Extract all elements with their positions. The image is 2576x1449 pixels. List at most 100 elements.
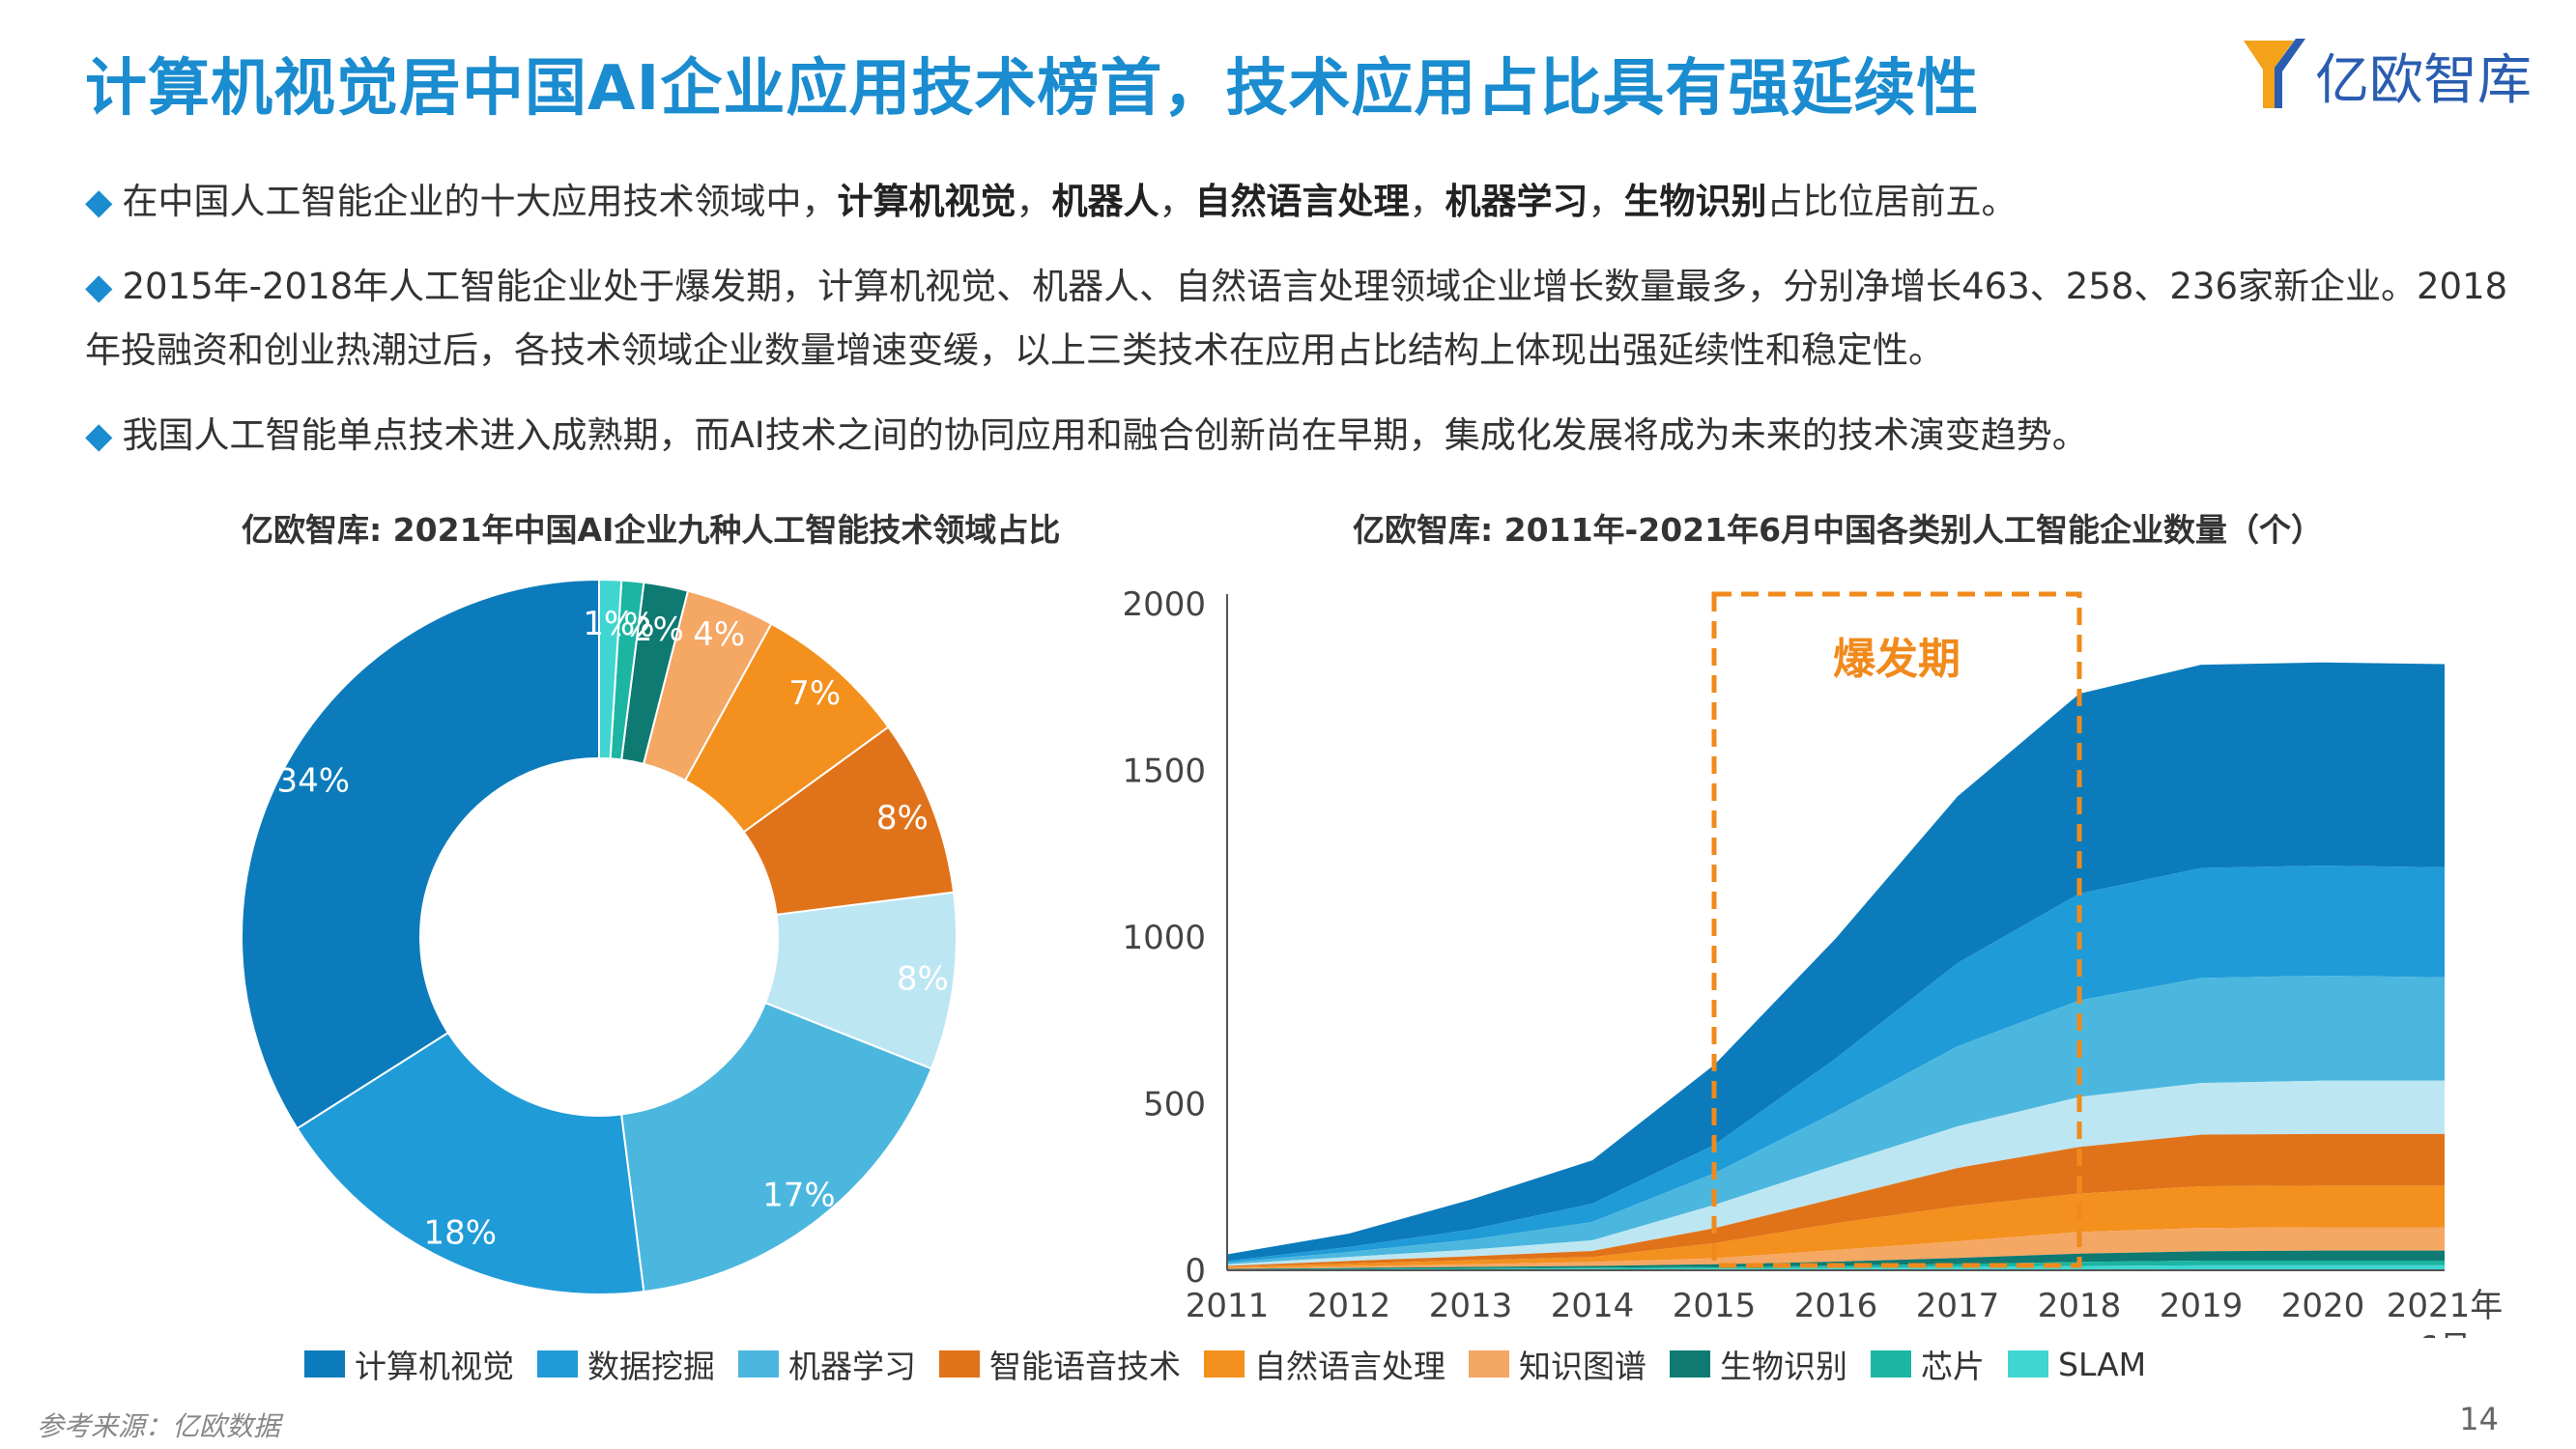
source-note: 参考来源：亿欧数据	[37, 1410, 281, 1442]
burst-period-box	[1711, 591, 2082, 1268]
chart-legend: 计算机视觉 数据挖掘 机器学习 智能语音技术 自然语言处理 知识图谱 生物识别 芯片 SLAM	[304, 1341, 2169, 1387]
legend-swatch	[537, 1350, 578, 1378]
bullet-text: 我国人工智能单点技术进入成熟期，而AI技术之间的协同应用和融合创新尚在早期，集成…	[122, 414, 2088, 456]
legend-label: 知识图谱	[1519, 1348, 1646, 1385]
legend-label: SLAM	[2058, 1345, 2147, 1383]
legend-swatch	[304, 1350, 345, 1378]
slice-label: 18%	[424, 1213, 498, 1252]
donut-chart: 34%18%17%8%8%7%4%2%1%1%	[241, 578, 958, 1295]
bullet-3: ◆ 我国人工智能单点技术进入成熟期，而AI技术之间的协同应用和融合创新尚在早期，集…	[85, 404, 2520, 468]
legend-label: 机器学习	[788, 1348, 916, 1385]
bullet-1: ◆ 在中国人工智能企业的十大应用技术领域中，计算机视觉，机器人，自然语言处理，机器…	[85, 170, 2520, 234]
legend-item: SLAM	[2008, 1346, 2146, 1383]
bullet-bold: 机器学习	[1445, 181, 1589, 222]
x-tick-label: 2016	[1794, 1287, 1878, 1325]
legend-item: 生物识别	[1670, 1341, 1847, 1387]
x-tick-label: 2019	[2160, 1287, 2244, 1325]
x-tick-label: 6月	[2418, 1329, 2472, 1338]
donut-slice	[620, 1001, 933, 1293]
slice-label: 1%	[583, 605, 635, 643]
area-series	[1227, 662, 2445, 1262]
area-series	[1227, 976, 2445, 1264]
bullet-text: 占比位居前五。	[1766, 181, 2018, 222]
x-tick-label: 2014	[1551, 1287, 1635, 1325]
bullet-text: ，	[1588, 181, 1624, 222]
bullet-marker: ◆	[85, 266, 113, 307]
slice-label: 8%	[897, 959, 949, 998]
slice-label: 7%	[788, 674, 841, 713]
legend-item: 知识图谱	[1469, 1341, 1646, 1387]
slice-label: 17%	[762, 1177, 836, 1215]
area-series	[1227, 1185, 2445, 1268]
legend-item: 数据挖掘	[537, 1341, 715, 1387]
legend-label: 智能语音技术	[989, 1348, 1181, 1385]
legend-swatch	[939, 1350, 980, 1378]
legend-label: 自然语言处理	[1254, 1348, 1445, 1385]
logo: 亿欧智库	[2240, 35, 2532, 116]
legend-label: 数据挖掘	[587, 1348, 715, 1385]
area-series	[1227, 1264, 2445, 1270]
legend-item: 芯片	[1871, 1341, 1985, 1387]
bullet-text: ，	[1409, 181, 1445, 222]
legend-swatch	[1871, 1350, 1911, 1378]
donut-slice	[241, 578, 600, 1130]
bullet-bold: 生物识别	[1623, 181, 1767, 222]
area-series	[1227, 866, 2445, 1264]
bullet-2: ◆ 2015年-2018年人工智能企业处于爆发期，计算机视觉、机器人、自然语言处理…	[85, 255, 2520, 383]
legend-label: 生物识别	[1720, 1348, 1847, 1385]
page-title: 计算机视觉居中国AI企业应用技术榜首，技术应用占比具有强延续性	[85, 53, 1980, 125]
bullet-text: ，	[1016, 181, 1052, 222]
area-series	[1227, 1133, 2445, 1267]
area-series	[1227, 1250, 2445, 1270]
donut-slice	[296, 1031, 645, 1295]
legend-swatch	[1670, 1350, 1710, 1378]
legend-item: 智能语音技术	[939, 1341, 1181, 1387]
x-tick-label: 2013	[1429, 1287, 1513, 1325]
burst-period-label: 爆发期	[1833, 635, 1961, 684]
x-tick-label: 2018	[2038, 1287, 2122, 1325]
slice-label: 8%	[876, 799, 929, 838]
legend-swatch	[1469, 1350, 1509, 1378]
x-tick-label: 2017	[1916, 1287, 2000, 1325]
donut-slice	[598, 578, 623, 760]
slice-label: 34%	[276, 761, 350, 800]
page-number: 14	[2459, 1401, 2499, 1437]
x-tick-label: 2015	[1673, 1287, 1757, 1325]
bullet-text: ，	[1159, 181, 1195, 222]
legend-label: 计算机视觉	[355, 1348, 514, 1385]
legend-label: 芯片	[1921, 1348, 1985, 1385]
slice-label: 4%	[693, 615, 745, 654]
legend-swatch	[1204, 1350, 1245, 1378]
bullet-text: 2015年-2018年人工智能企业处于爆发期，计算机视觉、机器人、自然语言处理领…	[85, 266, 2508, 371]
area-series	[1227, 1260, 2445, 1270]
x-tick-label: 2012	[1307, 1287, 1391, 1325]
yiou-logo-icon	[2240, 35, 2307, 116]
y-tick-label: 0	[1185, 1252, 1206, 1291]
area-chart: 0 500 1000 1500 2000 2011 2012 2013 2014 2015 2016…	[1122, 585, 2504, 1338]
y-tick-label: 2000	[1122, 585, 1206, 624]
x-tick-label: 2021年	[2387, 1287, 2504, 1325]
bullet-bold: 计算机视觉	[837, 181, 1016, 222]
y-tick-label: 500	[1143, 1086, 1206, 1124]
area-series	[1227, 1080, 2445, 1266]
bullet-marker: ◆	[85, 414, 113, 456]
bullet-marker: ◆	[85, 181, 113, 222]
area-chart-title: 亿欧智库: 2011年-2021年6月中国各类别人工智能企业数量（个）	[1353, 511, 2324, 549]
legend-item: 计算机视觉	[304, 1341, 514, 1387]
y-tick-label: 1500	[1122, 753, 1206, 791]
slice-label: 2%	[632, 611, 684, 649]
y-tick-label: 1000	[1122, 919, 1206, 957]
area-series	[1227, 1227, 2445, 1269]
bullet-bold: 自然语言处理	[1194, 181, 1410, 222]
x-tick-label: 2011	[1186, 1287, 1270, 1325]
logo-text: 亿欧智库	[2315, 48, 2532, 112]
legend-item: 自然语言处理	[1204, 1341, 1445, 1387]
bullet-bold: 机器人	[1051, 181, 1159, 222]
bullet-list: ◆ 在中国人工智能企业的十大应用技术领域中，计算机视觉，机器人，自然语言处理，机器…	[85, 170, 2520, 489]
legend-swatch	[738, 1350, 779, 1378]
bullet-text: 在中国人工智能企业的十大应用技术领域中，	[122, 181, 838, 222]
legend-swatch	[2008, 1350, 2048, 1378]
donut-chart-title: 亿欧智库: 2021年中国AI企业九种人工智能技术领域占比	[242, 511, 1061, 549]
x-tick-label: 2020	[2281, 1287, 2365, 1325]
legend-item: 机器学习	[738, 1341, 916, 1387]
